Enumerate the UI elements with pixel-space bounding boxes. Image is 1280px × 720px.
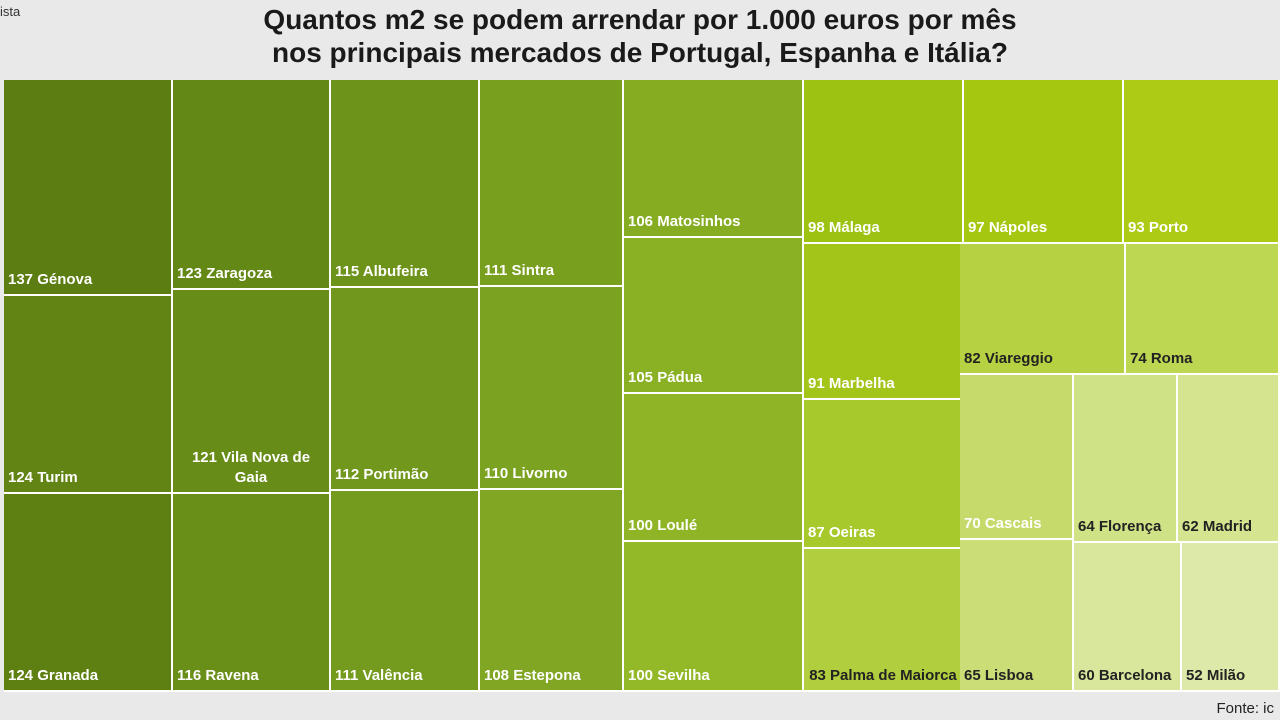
chart-title: Quantos m2 se podem arrendar por 1.000 e… (0, 0, 1280, 74)
treemap-tile: 105 Pádua (624, 238, 804, 394)
treemap-tile: 70 Cascais (960, 375, 1074, 540)
treemap-tile-label: 83 Palma de Maiorca (809, 667, 957, 684)
treemap-tile: 87 Oeiras (804, 400, 964, 549)
treemap-tile: 123 Zaragoza (173, 80, 331, 290)
chart-title-line-1: Quantos m2 se podem arrendar por 1.000 e… (263, 4, 1017, 35)
treemap-tile-label: 111 Valência (335, 667, 423, 684)
treemap-tile: 100 Loulé (624, 394, 804, 542)
treemap-tile: 64 Florença (1074, 375, 1178, 543)
treemap-tile-label: 100 Loulé (628, 517, 698, 534)
treemap-tile: 124 Granada (4, 494, 173, 692)
treemap-tile-label: 97 Nápoles (968, 219, 1048, 236)
treemap-tile-label: 60 Barcelona (1078, 667, 1172, 684)
treemap-tile-label: 123 Zaragoza (177, 265, 273, 282)
treemap-tile: 110 Livorno (480, 287, 624, 490)
treemap-tile: 108 Estepona (480, 490, 624, 692)
treemap-tile-label: 108 Estepona (484, 667, 581, 684)
treemap-tile-label: 111 Sintra (484, 262, 555, 279)
treemap-tile-label: 74 Roma (1130, 350, 1193, 367)
treemap-tile: 112 Portimão (331, 288, 480, 491)
treemap-tile: 65 Lisboa (960, 540, 1074, 692)
treemap-tile: 98 Málaga (804, 80, 964, 244)
treemap-tile-label: 100 Sevilha (628, 667, 710, 684)
treemap-tile-label: 62 Madrid (1182, 518, 1253, 535)
treemap-tile-label: 64 Florença (1078, 518, 1162, 535)
treemap-tile: 116 Ravena (173, 494, 331, 692)
treemap-tile-label: 124 Turim (8, 469, 78, 486)
treemap-tile: 62 Madrid (1178, 375, 1280, 543)
treemap-tile-label: 116 Ravena (177, 667, 259, 684)
treemap-tile-label: 137 Génova (8, 271, 93, 288)
treemap-tile: 82 Viareggio (960, 244, 1126, 375)
treemap-tile-label: 82 Viareggio (964, 350, 1053, 367)
corner-text: ista (0, 4, 21, 19)
treemap-tile: 115 Albufeira (331, 80, 480, 288)
source-note: Fonte: ic (1216, 700, 1274, 717)
treemap-tile-label: 70 Cascais (964, 515, 1042, 532)
treemap-tile: 100 Sevilha (624, 542, 804, 692)
treemap-tile-label: 105 Pádua (628, 369, 703, 386)
treemap-tile-label: 112 Portimão (335, 466, 429, 483)
treemap-tile-label: 91 Marbelha (808, 375, 895, 392)
treemap-tile-label: 124 Granada (8, 667, 99, 684)
treemap-tile: 91 Marbelha (804, 244, 964, 400)
treemap-tile-label: 93 Porto (1128, 219, 1189, 236)
treemap-tile: 97 Nápoles (964, 80, 1124, 244)
treemap-tile-label: 87 Oeiras (808, 524, 876, 541)
treemap-chart: 137 Génova 124 Turim 124 Granada 123 Zarago… (4, 80, 1280, 692)
treemap-tile: 124 Turim (4, 296, 173, 494)
treemap-tile-label: 121 Vila Nova de Gaia (191, 449, 311, 486)
treemap-tile: 83 Palma de Maiorca (804, 549, 964, 692)
treemap-tile: 106 Matosinhos (624, 80, 804, 238)
treemap-tile: 60 Barcelona (1074, 543, 1182, 692)
treemap-tile-label: 65 Lisboa (964, 667, 1034, 684)
treemap-tile: 111 Valência (331, 491, 480, 692)
treemap-tile: 111 Sintra (480, 80, 624, 287)
treemap-tile-label: 110 Livorno (484, 465, 568, 482)
chart-title-line-2: nos principais mercados de Portugal, Esp… (272, 37, 1008, 68)
treemap-tile: 74 Roma (1126, 244, 1280, 375)
treemap-tile: 121 Vila Nova de Gaia (173, 290, 331, 494)
treemap-tile-label: 115 Albufeira (335, 263, 428, 280)
treemap-tile: 93 Porto (1124, 80, 1280, 244)
treemap-tile: 137 Génova (4, 80, 173, 296)
treemap-tile-label: 52 Milão (1186, 667, 1246, 684)
treemap-tile-label: 106 Matosinhos (628, 213, 741, 230)
treemap-tile-label: 98 Málaga (808, 219, 880, 236)
treemap-tile: 52 Milão (1182, 543, 1280, 692)
